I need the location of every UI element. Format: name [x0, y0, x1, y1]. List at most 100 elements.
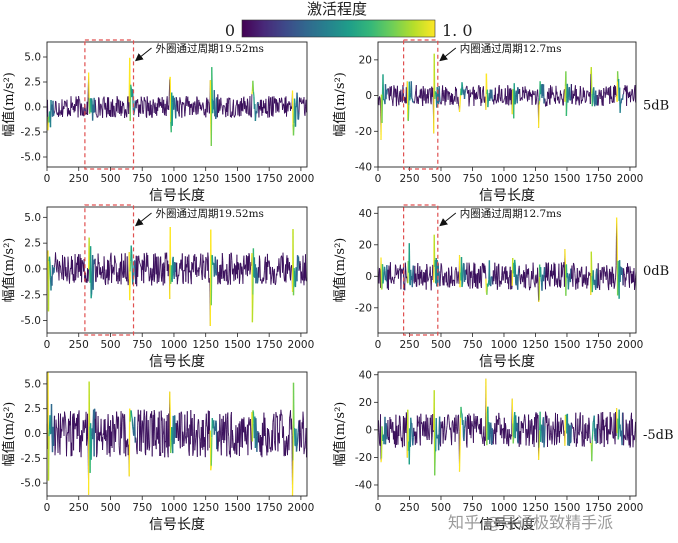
period-highlight-box	[403, 39, 439, 170]
x-tick-label: 1500	[554, 339, 581, 351]
colorbar-min-label: 0	[225, 21, 235, 40]
x-tick-label: 2000	[288, 173, 315, 185]
x-tick-label: 750	[462, 339, 482, 351]
x-tick-label: 1500	[224, 339, 251, 351]
y-tick-label: -2.5	[21, 453, 42, 465]
x-tick-label: 2000	[617, 339, 644, 351]
x-tick-label: 1750	[585, 339, 612, 351]
snr-row-label: 5dB	[643, 99, 669, 114]
x-axis-label: 信号长度	[149, 517, 205, 533]
x-tick-label: 1250	[522, 173, 549, 185]
x-tick-label: 750	[132, 502, 152, 514]
x-tick-label: 1000	[491, 339, 518, 351]
x-tick-label: 2000	[617, 173, 644, 185]
x-tick-label: 1000	[161, 502, 188, 514]
x-tick-label: 750	[132, 339, 152, 351]
annotation-arrow	[134, 212, 152, 227]
x-tick-label: 250	[69, 339, 89, 351]
period-annotation: 内圈通过周期12.7ms	[460, 42, 562, 55]
y-axis-label: 幅值(m/s²)	[332, 402, 348, 467]
y-tick-label: -5.0	[21, 152, 42, 164]
period-annotation: 外圈通过周期19.52ms	[156, 42, 264, 55]
colorbar-title: 激活程度	[307, 0, 367, 18]
y-tick-label: -40	[355, 162, 372, 174]
annotation-arrow	[439, 212, 457, 227]
x-tick-label: 500	[431, 502, 451, 514]
x-tick-label: 500	[100, 339, 120, 351]
y-tick-label: 0	[365, 90, 372, 102]
y-tick-label: 0.0	[24, 263, 41, 275]
x-tick-label: 250	[399, 339, 419, 351]
y-tick-label: 0	[365, 271, 372, 283]
y-tick-label: -40	[355, 479, 372, 491]
y-axis-label: 幅值(m/s²)	[332, 72, 348, 137]
x-tick-label: 1750	[256, 502, 283, 514]
y-tick-label: -2.5	[21, 127, 42, 139]
x-tick-label: 1000	[491, 173, 518, 185]
y-tick-label: 5.0	[24, 52, 41, 64]
x-tick-label: 750	[462, 173, 482, 185]
panel-1: 0 250 500 750 1000 1250 1500 1750 2000-5.0-2.50.…	[1, 39, 669, 204]
x-tick-label: 1250	[192, 502, 219, 514]
y-tick-label: 5.0	[24, 212, 41, 224]
x-tick-label: 750	[462, 502, 482, 514]
x-tick-label: 1500	[554, 173, 581, 185]
y-tick-label: 2.5	[24, 77, 41, 89]
annotation-arrow	[134, 47, 152, 62]
x-tick-label: 2000	[288, 339, 315, 351]
colorbar-gradient	[241, 19, 436, 38]
y-tick-label: 2.5	[24, 403, 41, 415]
x-tick-label: 500	[100, 502, 120, 514]
x-axis-label: 信号长度	[479, 354, 535, 370]
x-tick-label: 1750	[585, 173, 612, 185]
y-axis-label: 幅值(m/s²)	[1, 72, 17, 137]
x-tick-label: 0	[375, 173, 382, 185]
x-axis-label: 信号长度	[479, 188, 535, 204]
x-tick-label: 1250	[522, 502, 549, 514]
period-highlight-box	[403, 204, 439, 336]
x-tick-label: 1750	[256, 173, 283, 185]
watermark: 知乎 @导通极致精手派	[448, 513, 614, 532]
axes-frame	[46, 206, 308, 334]
panel-5: 0 250 500 750 1000 1250 1500 1750 2000 -5.0 -2.5 0.…	[1, 371, 674, 533]
x-tick-label: 1000	[491, 502, 518, 514]
x-tick-label: 250	[399, 502, 419, 514]
y-tick-label: -5.0	[21, 315, 42, 327]
x-tick-label: 500	[431, 173, 451, 185]
x-tick-label: 750	[132, 173, 152, 185]
colorbar: 激活程度 0 1. 0	[225, 0, 473, 40]
y-axis-label: 幅值(m/s²)	[1, 402, 17, 467]
y-tick-label: -20	[355, 302, 372, 314]
x-tick-label: 500	[100, 173, 120, 185]
y-axis-label: 幅值(m/s²)	[1, 238, 17, 303]
x-tick-label: 1500	[224, 502, 251, 514]
signal-trace	[377, 217, 637, 303]
y-tick-label: 5.0	[24, 378, 41, 390]
signal-trace	[377, 53, 637, 140]
panel-4: 0 250 500 750 1000 1250 1500 1750 2000 -20 0 20 40 信号…	[332, 204, 644, 370]
axes-frame	[377, 371, 637, 497]
x-axis-label: 信号长度	[479, 517, 535, 533]
y-tick-label: 0	[365, 424, 372, 436]
x-tick-label: 0	[44, 502, 51, 514]
x-tick-label: 1000	[161, 173, 188, 185]
y-tick-label: -5.0	[21, 478, 42, 490]
x-tick-label: 0	[44, 173, 51, 185]
snr-row-label: 0dB	[643, 264, 669, 279]
y-tick-label: 20	[359, 239, 372, 251]
axes-frame	[377, 206, 637, 334]
x-tick-label: 1750	[585, 502, 612, 514]
period-highlight-box	[84, 204, 135, 336]
y-tick-label: 0.0	[24, 428, 41, 440]
y-tick-label: 2.5	[24, 238, 41, 250]
x-tick-label: 250	[399, 173, 419, 185]
x-tick-label: 1500	[554, 502, 581, 514]
x-axis-label: 信号长度	[149, 354, 205, 370]
y-tick-label: -20	[355, 126, 372, 138]
y-tick-label: -2.5	[21, 289, 42, 301]
x-tick-label: 250	[69, 173, 89, 185]
x-tick-label: 2000	[288, 502, 315, 514]
signal-trace	[377, 378, 637, 476]
y-tick-label: 20	[359, 397, 372, 409]
